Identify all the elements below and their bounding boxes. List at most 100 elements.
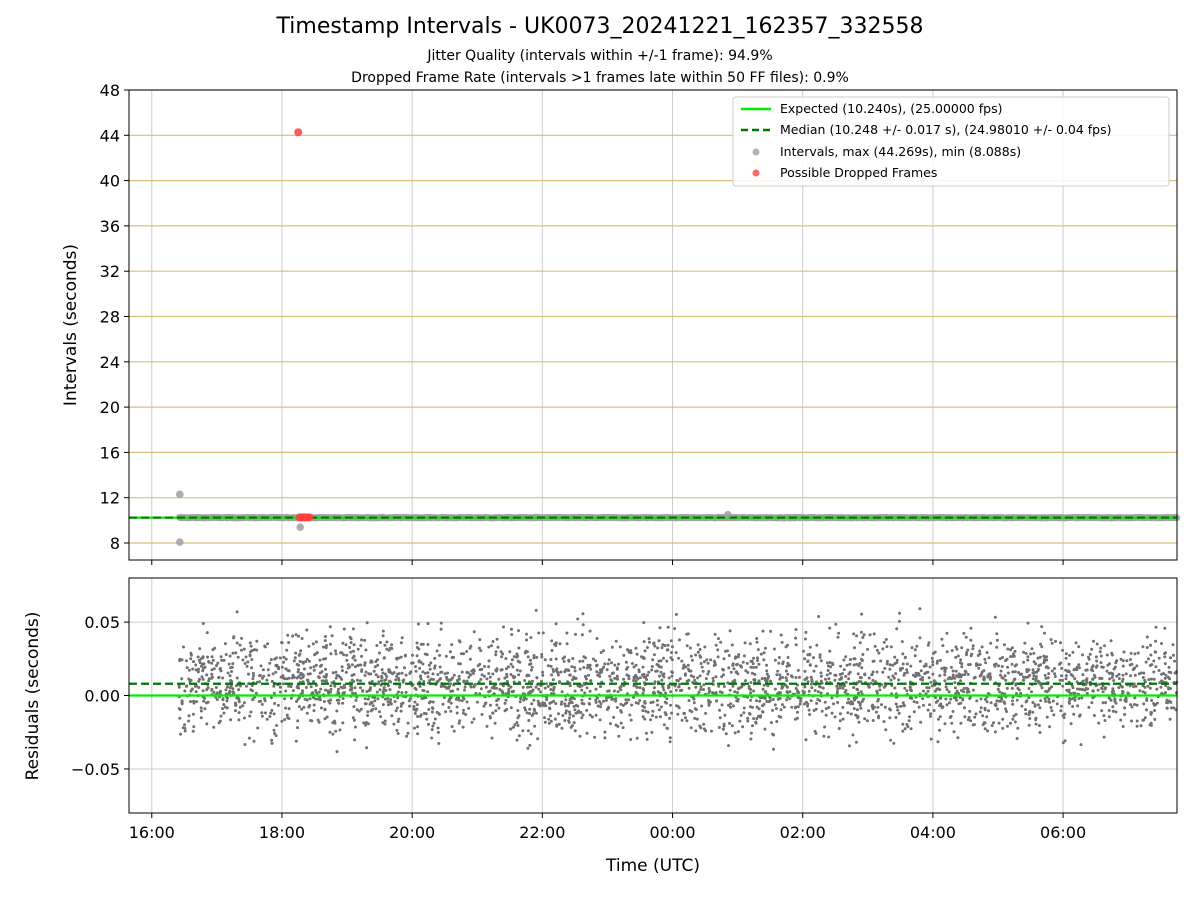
residual-point xyxy=(280,719,284,723)
residual-point xyxy=(546,664,550,668)
residual-point xyxy=(488,689,492,693)
residual-point xyxy=(733,731,737,735)
residual-point xyxy=(480,713,484,716)
residual-point xyxy=(728,688,732,692)
residual-point xyxy=(739,713,743,717)
residual-point xyxy=(1121,677,1125,681)
residual-point xyxy=(1142,671,1146,675)
residual-point xyxy=(371,704,375,708)
residual-point xyxy=(882,640,886,644)
residual-point xyxy=(449,682,452,686)
residual-point xyxy=(905,689,909,693)
residual-point xyxy=(430,710,434,714)
residual-point xyxy=(818,653,822,657)
residual-point xyxy=(529,668,533,672)
residual-point xyxy=(971,647,975,651)
residual-point xyxy=(722,657,726,661)
residual-point xyxy=(1165,698,1169,702)
residual-point xyxy=(959,658,963,662)
residual-point xyxy=(567,710,571,714)
residual-point xyxy=(465,700,469,704)
top-y-tick-label: 48 xyxy=(100,81,120,100)
residual-point xyxy=(853,646,856,650)
residual-point xyxy=(932,709,936,712)
residual-point xyxy=(915,644,919,648)
residual-point xyxy=(619,709,623,713)
residual-point xyxy=(840,676,844,679)
residual-point xyxy=(212,690,216,694)
residual-point xyxy=(1097,721,1101,725)
residual-point xyxy=(284,657,288,661)
residual-point xyxy=(627,674,631,678)
residual-point xyxy=(475,700,479,704)
residual-point xyxy=(716,655,720,659)
residual-point xyxy=(263,711,267,715)
residual-point xyxy=(382,686,386,690)
residual-point xyxy=(925,686,929,690)
residual-point xyxy=(902,704,906,708)
residual-point xyxy=(733,690,737,694)
residual-point xyxy=(978,674,982,678)
residual-point xyxy=(1064,652,1068,656)
residual-point xyxy=(1142,718,1146,722)
residual-point xyxy=(480,667,484,671)
residual-point xyxy=(356,678,359,682)
residual-point xyxy=(772,647,776,651)
residual-point xyxy=(730,724,734,728)
residual-point xyxy=(1104,686,1108,690)
residual-point xyxy=(369,709,373,713)
residual-point xyxy=(364,723,368,727)
residual-point xyxy=(495,667,499,671)
residual-point xyxy=(978,649,982,653)
residual-point xyxy=(938,688,942,692)
residual-point xyxy=(537,687,541,691)
residual-point xyxy=(634,646,638,650)
residual-point xyxy=(297,705,301,709)
residual-point xyxy=(222,711,226,715)
residual-point xyxy=(790,675,794,679)
residual-point xyxy=(363,697,367,701)
residual-point xyxy=(1013,720,1017,724)
residual-point xyxy=(429,661,433,665)
residual-point xyxy=(903,727,907,731)
residual-point xyxy=(659,659,663,663)
residual-point xyxy=(1048,687,1051,691)
residual-point xyxy=(949,714,953,718)
residual-point xyxy=(1144,660,1148,664)
residual-point xyxy=(926,689,930,693)
x-tick-label: 20:00 xyxy=(389,823,435,842)
residual-point xyxy=(360,638,364,642)
residual-point xyxy=(469,685,473,688)
residual-point xyxy=(1055,702,1059,706)
residual-point xyxy=(439,677,442,681)
residual-point xyxy=(906,725,910,729)
residual-point xyxy=(183,726,187,730)
residual-point xyxy=(202,666,205,670)
residual-point xyxy=(899,668,903,672)
residual-point xyxy=(818,699,822,703)
residual-point xyxy=(1121,689,1124,693)
residual-point xyxy=(801,689,805,693)
residual-point xyxy=(755,637,759,640)
residual-point xyxy=(374,707,378,711)
residual-point xyxy=(855,708,859,712)
residual-point xyxy=(334,652,338,656)
residual-point xyxy=(1010,646,1014,650)
residual-point xyxy=(614,723,618,727)
residual-point xyxy=(487,672,491,676)
residual-point xyxy=(838,712,842,716)
residual-point xyxy=(1006,665,1009,669)
residual-point xyxy=(340,651,344,655)
residual-point xyxy=(301,674,305,678)
residual-point xyxy=(329,690,332,694)
residual-point xyxy=(298,660,302,663)
residual-point xyxy=(563,719,567,722)
residual-point xyxy=(404,690,408,694)
residual-point xyxy=(844,674,848,678)
residual-point xyxy=(842,668,846,672)
residual-point xyxy=(457,677,461,681)
residual-point xyxy=(895,658,899,662)
residual-point xyxy=(534,608,538,612)
residual-point xyxy=(324,679,328,683)
residual-point xyxy=(1061,684,1065,688)
